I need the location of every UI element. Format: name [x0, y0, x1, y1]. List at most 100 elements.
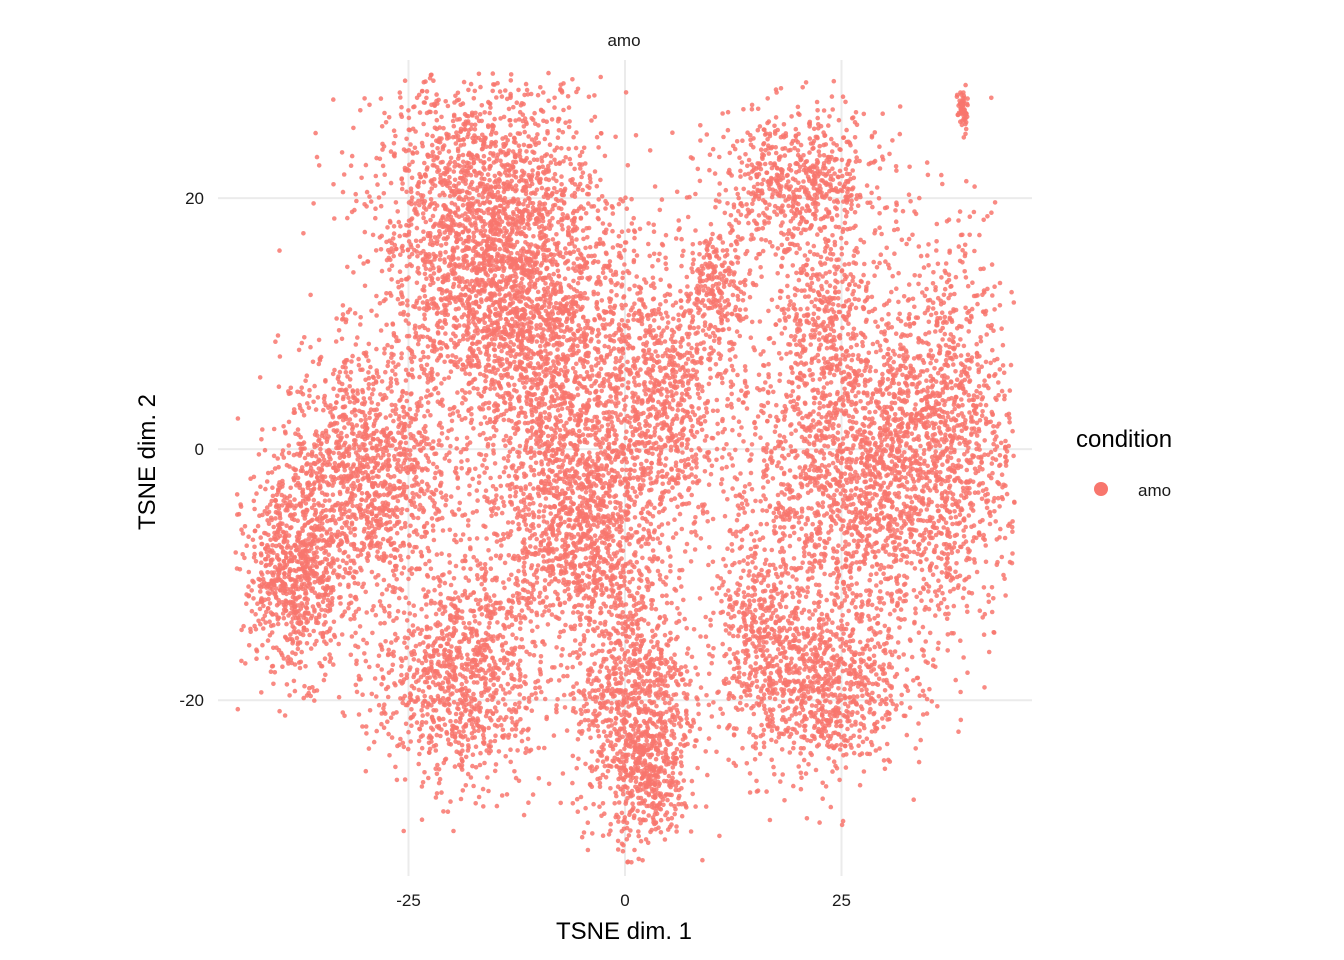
scatter-point: [517, 289, 522, 295]
scatter-point: [421, 79, 427, 85]
scatter-point: [425, 380, 431, 385]
scatter-point: [404, 447, 410, 453]
scatter-point: [459, 367, 465, 372]
scatter-point: [544, 266, 549, 271]
scatter-point: [415, 269, 420, 275]
scatter-point: [376, 573, 381, 578]
scatter-point: [385, 527, 391, 533]
scatter-point: [679, 263, 684, 269]
scatter-point: [334, 316, 339, 321]
scatter-point: [516, 117, 522, 122]
scatter-point: [607, 222, 612, 227]
scatter-point: [482, 457, 487, 463]
scatter-point: [574, 208, 580, 214]
scatter-point: [521, 314, 527, 320]
scatter-point: [504, 248, 510, 253]
scatter-point: [439, 551, 444, 556]
scatter-point: [424, 95, 429, 101]
scatter-point: [395, 498, 401, 504]
scatter-point: [553, 161, 559, 167]
scatter-point: [387, 560, 393, 565]
scatter-point: [347, 508, 352, 514]
scatter-point: [574, 237, 579, 242]
scatter-point: [381, 492, 387, 498]
scatter-point: [583, 262, 588, 267]
scatter-point: [481, 283, 487, 289]
scatter-point: [375, 182, 380, 187]
scatter-point: [596, 197, 601, 202]
scatter-point: [482, 160, 487, 165]
scatter-point: [417, 202, 422, 208]
scatter-point: [404, 411, 410, 417]
scatter-point: [366, 375, 372, 381]
scatter-points: [233, 70, 1017, 865]
scatter-point: [473, 301, 479, 307]
scatter-point: [404, 398, 410, 404]
scatter-point: [491, 160, 497, 165]
scatter-point: [420, 211, 426, 216]
scatter-point: [397, 479, 403, 485]
scatter-point: [480, 132, 485, 138]
scatter-point: [597, 237, 603, 242]
scatter-point: [563, 120, 568, 125]
scatter-point: [501, 150, 506, 155]
scatter-point: [378, 328, 384, 333]
scatter-point: [455, 485, 461, 491]
scatter-point: [528, 143, 533, 149]
scatter-point: [417, 374, 422, 380]
scatter-point: [478, 350, 483, 355]
scatter-point: [538, 176, 543, 182]
scatter-point: [286, 450, 292, 456]
scatter-point: [679, 305, 684, 310]
scatter-point: [327, 462, 333, 467]
scatter-point: [497, 246, 503, 252]
scatter-point: [391, 141, 397, 146]
scatter-point: [427, 190, 433, 195]
scatter-point: [580, 187, 585, 193]
scatter-point: [389, 240, 395, 246]
scatter-point: [339, 336, 345, 342]
scatter-point: [311, 399, 316, 405]
scatter-point: [512, 359, 517, 365]
scatter-point: [267, 619, 272, 624]
scatter-point: [432, 451, 437, 457]
scatter-point: [494, 313, 499, 319]
scatter-point: [428, 217, 433, 223]
scatter-point: [340, 364, 346, 370]
scatter-point: [489, 129, 495, 135]
scatter-point: [543, 191, 549, 196]
scatter-point: [574, 375, 580, 380]
scatter-point: [397, 441, 403, 447]
scatter-point: [477, 317, 483, 323]
scatter-point: [378, 455, 384, 461]
scatter-point: [487, 267, 493, 273]
scatter-point: [530, 117, 536, 122]
scatter-point: [587, 176, 593, 181]
scatter-point: [435, 575, 441, 580]
scatter-point: [501, 234, 507, 239]
scatter-point: [251, 498, 257, 504]
scatter-point: [586, 325, 591, 331]
scatter-point: [541, 255, 547, 260]
scatter-point: [498, 334, 504, 340]
scatter-point: [410, 490, 415, 496]
scatter-point: [477, 112, 483, 117]
scatter-point: [416, 337, 422, 343]
scatter-point: [559, 206, 564, 212]
scatter-point: [431, 300, 437, 306]
scatter-point: [359, 497, 365, 503]
scatter-point: [593, 363, 599, 368]
scatter-point: [530, 168, 535, 173]
scatter-point: [425, 408, 431, 414]
scatter-point: [331, 182, 336, 187]
scatter-point: [312, 442, 317, 447]
scatter-point: [433, 385, 439, 391]
scatter-point: [487, 177, 492, 183]
scatter-point: [556, 306, 562, 311]
scatter-point: [344, 391, 350, 397]
scatter-point: [442, 319, 447, 325]
scatter-point: [578, 166, 583, 171]
scatter-point: [315, 395, 321, 400]
scatter-point: [447, 208, 453, 214]
scatter-point: [522, 116, 528, 121]
